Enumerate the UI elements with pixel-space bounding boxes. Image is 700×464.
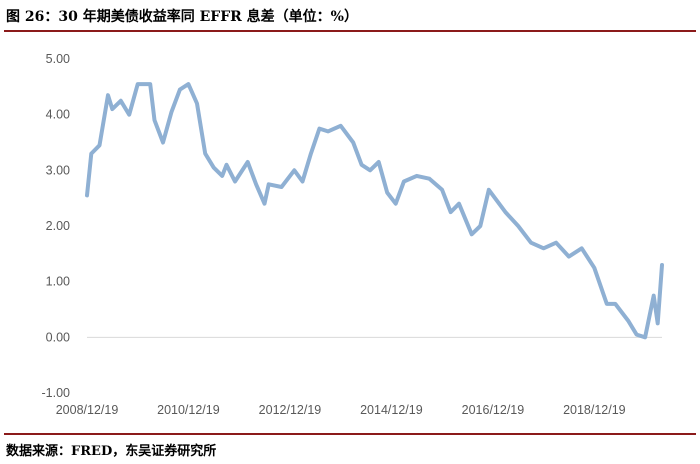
y-tick-label: 5.00 [46,52,70,66]
figure-title: 图 26：30 年期美债收益率同 EFFR 息差（单位：%） [6,9,358,25]
x-tick-label: 2012/12/19 [259,403,322,417]
x-tick-label: 2010/12/19 [157,403,220,417]
y-axis: 5.00 4.00 3.00 2.00 1.00 0.00 -1.00 [42,52,71,400]
y-tick-label: 4.00 [46,108,70,122]
y-tick-label: 3.00 [46,163,70,177]
y-tick-label: 0.00 [46,330,70,344]
source-rule [4,433,696,435]
source-note: 数据来源：FRED，东吴证券研究所 [6,444,217,459]
series-line [85,82,664,340]
x-tick-label: 2018/12/19 [563,403,626,417]
title-rule [4,30,696,32]
x-axis: 2008/12/19 2010/12/19 2012/12/19 2014/12/19… [56,403,626,417]
y-tick-label: 2.00 [46,219,70,233]
x-tick-label: 2016/12/19 [462,403,525,417]
x-tick-label: 2014/12/19 [360,403,423,417]
y-tick-label: -1.00 [42,386,71,400]
y-tick-label: 1.00 [46,275,70,289]
x-tick-label: 2008/12/19 [56,403,119,417]
